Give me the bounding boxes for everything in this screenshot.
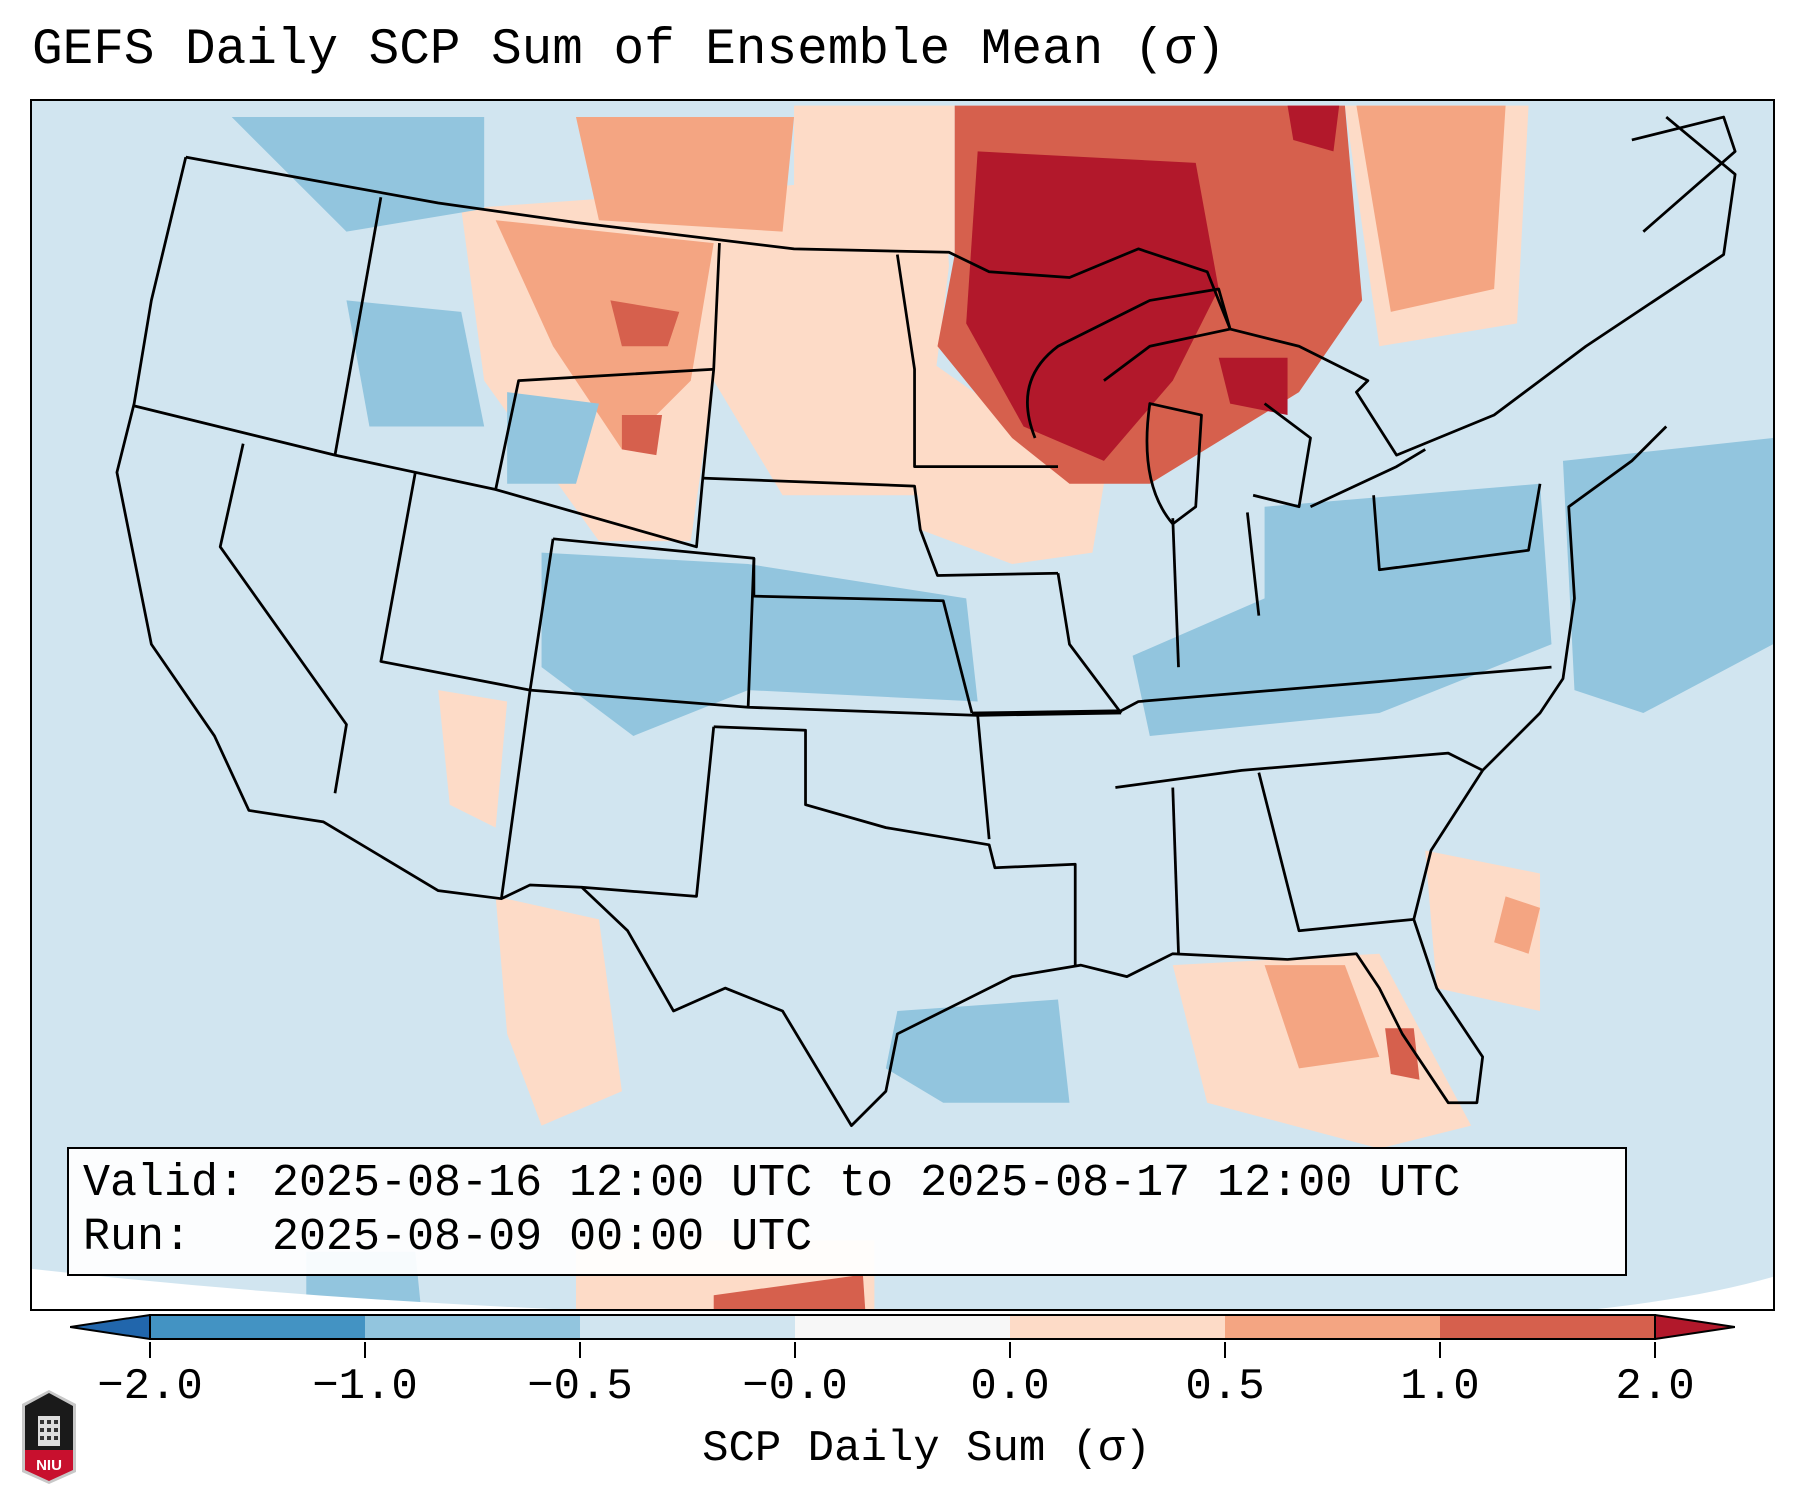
colorbar-tick-label: −0.0 <box>742 1362 848 1412</box>
state-boundaries <box>115 115 1737 1127</box>
colorbar-extend-high <box>1654 1314 1735 1340</box>
colorbar-tick-label: 0.0 <box>970 1362 1050 1412</box>
valid-run-info-box: Valid: 2025-08-16 12:00 UTC to 2025-08-1… <box>67 1147 1627 1276</box>
globe-edge <box>32 1268 1773 1309</box>
map-panel <box>30 99 1775 1311</box>
colorbar-tick-label: 0.5 <box>1185 1362 1265 1412</box>
colorbar-bin <box>795 1315 1010 1339</box>
colorbar-tick <box>1009 1342 1011 1358</box>
colorbar-tick-label: 2.0 <box>1615 1362 1695 1412</box>
chart-title: GEFS Daily SCP Sum of Ensemble Mean (σ) <box>32 22 1226 79</box>
colorbar-bin <box>1225 1315 1440 1339</box>
colorbar-tick-label: −2.0 <box>97 1362 203 1412</box>
niu-logo: NIU <box>22 1390 76 1484</box>
colorbar-tick <box>364 1342 366 1358</box>
colorbar-tick <box>1224 1342 1226 1358</box>
run-time-text: Run: 2025-08-09 00:00 UTC <box>83 1212 813 1263</box>
anomaly-map <box>32 105 1773 1309</box>
colorbar-tick-label: −1.0 <box>312 1362 418 1412</box>
colorbar-bin <box>580 1315 795 1339</box>
colorbar-tick-label: −0.5 <box>527 1362 633 1412</box>
colorbar-tick-label: 1.0 <box>1400 1362 1480 1412</box>
colorbar-tick <box>794 1342 796 1358</box>
colorbar <box>70 1314 1735 1340</box>
colorbar-tick <box>149 1342 151 1358</box>
colorbar-tick <box>1439 1342 1441 1358</box>
colorbar-tick <box>1654 1342 1656 1358</box>
colorbar-bin <box>150 1315 365 1339</box>
colorbar-tick <box>579 1342 581 1358</box>
colorbar-bin <box>1010 1315 1225 1339</box>
colorbar-bin <box>365 1315 580 1339</box>
colorbar-bin <box>1440 1315 1655 1339</box>
logo-text: NIU <box>36 1457 62 1474</box>
valid-time-text: Valid: 2025-08-16 12:00 UTC to 2025-08-1… <box>83 1158 1461 1209</box>
colorbar-outline <box>149 1314 1656 1340</box>
colorbar-extend-low <box>70 1314 151 1340</box>
colorbar-label: SCP Daily Sum (σ) <box>702 1424 1151 1474</box>
anomaly-salmon-regions <box>495 105 1541 1069</box>
